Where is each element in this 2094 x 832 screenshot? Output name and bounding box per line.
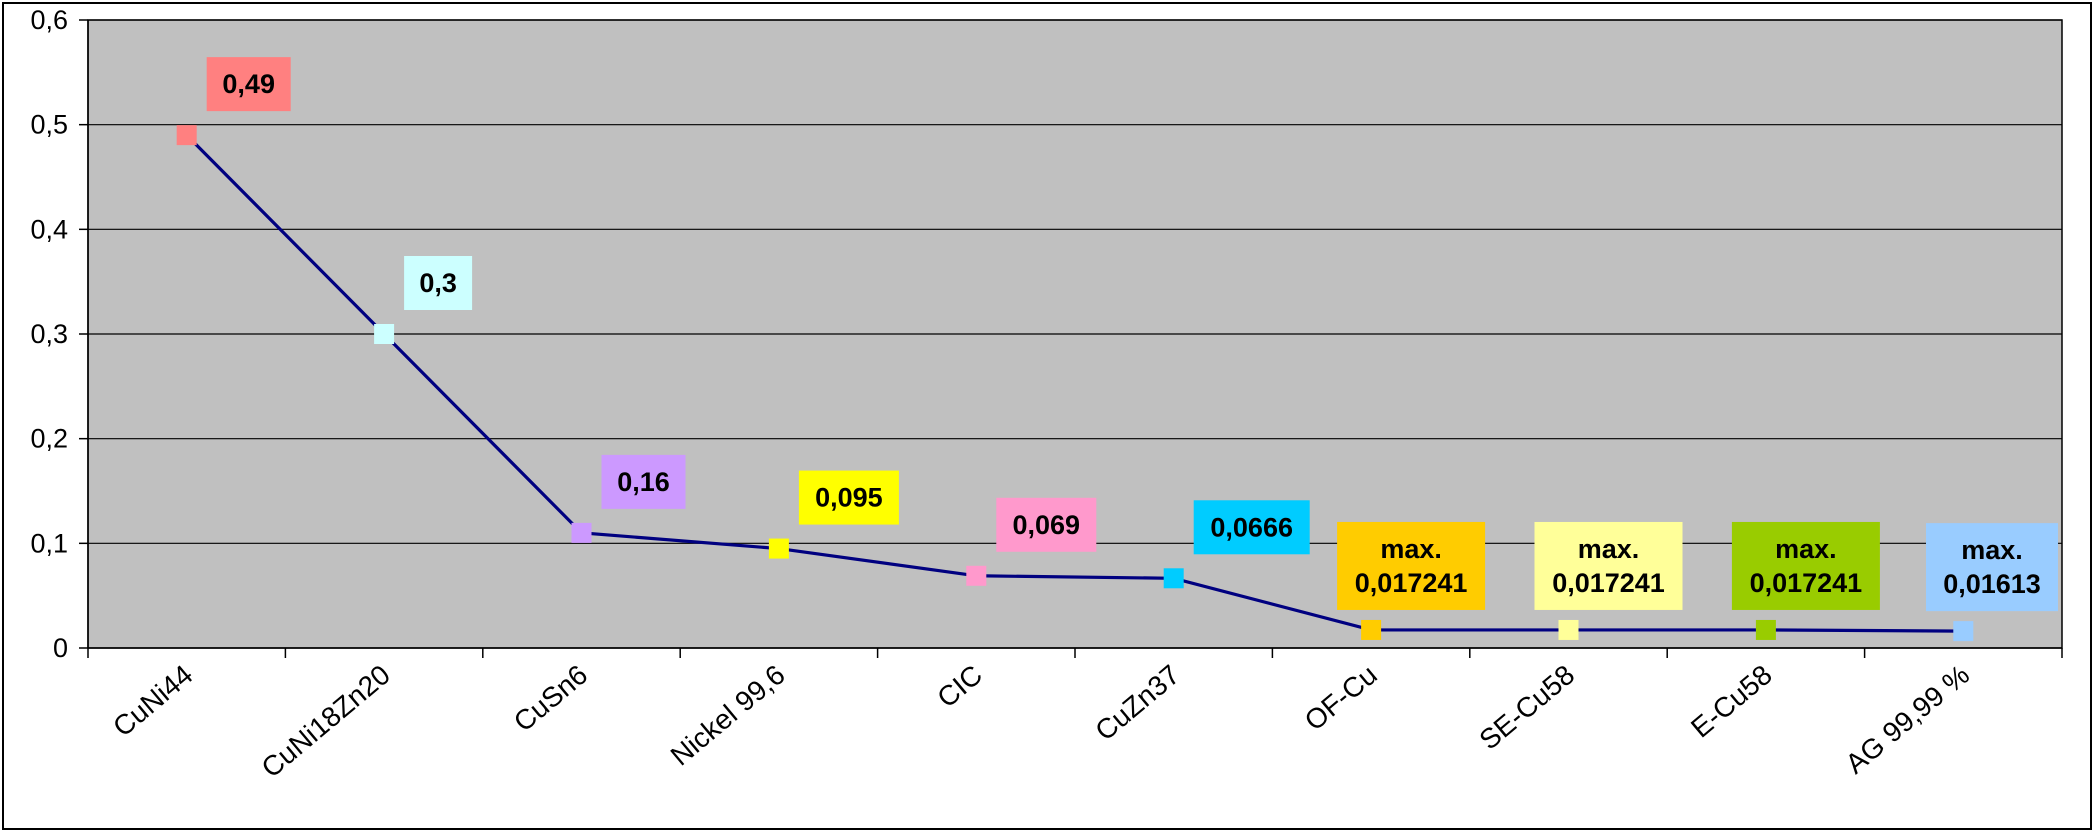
data-label-box (404, 256, 473, 310)
data-label-text: 0,017241 (1552, 568, 1665, 598)
data-label: 0,16 (601, 454, 686, 509)
data-label-text: max. (1578, 534, 1640, 564)
y-tick-label: 0,6 (30, 5, 68, 35)
data-label-box (1337, 521, 1486, 610)
y-tick-label: 0,2 (30, 424, 68, 454)
y-tick-label: 0,1 (30, 528, 68, 558)
data-label-box (1193, 500, 1310, 555)
data-point (571, 522, 592, 543)
data-label: 0,0666 (1193, 500, 1310, 555)
y-tick-label: 0 (53, 633, 68, 663)
data-point (1361, 619, 1382, 640)
data-label-text: max. (1380, 534, 1442, 564)
data-label: 0,49 (206, 57, 291, 112)
data-label: 0,3 (404, 256, 473, 310)
data-label-text: 0,0666 (1210, 512, 1293, 542)
y-tick-label: 0,5 (30, 110, 68, 140)
data-label-box (601, 454, 686, 509)
data-label-box (1731, 521, 1880, 610)
data-label-text: max. (1961, 535, 2023, 565)
y-tick-label: 0,3 (30, 319, 68, 349)
data-label-text: 0,017241 (1355, 568, 1468, 598)
data-label-box (1534, 521, 1683, 610)
data-label-text: 0,069 (1013, 510, 1081, 540)
data-label-box (798, 470, 899, 525)
data-label-text: 0,16 (617, 467, 670, 497)
data-point (768, 538, 789, 559)
data-label-text: 0,49 (222, 69, 275, 99)
data-label-text: 0,01613 (1943, 569, 2041, 599)
data-point (1953, 621, 1974, 642)
data-label-text: 0,095 (815, 483, 883, 513)
data-point (1755, 619, 1776, 640)
data-label-box (206, 57, 291, 112)
data-label: max. 0,017241 (1534, 521, 1683, 610)
data-label: max. 0,017241 (1337, 521, 1486, 610)
data-label-text: max. (1775, 534, 1837, 564)
data-label: 0,095 (798, 470, 899, 525)
data-point (374, 324, 395, 344)
data-label: max. 0,01613 (1926, 523, 2058, 612)
data-label-text: 0,017241 (1750, 568, 1863, 598)
data-point (176, 125, 197, 146)
data-point (1558, 619, 1579, 640)
data-label: max. 0,017241 (1731, 521, 1880, 610)
y-tick-label: 0,4 (30, 214, 68, 244)
data-label: 0,069 (996, 497, 1097, 552)
data-label-text: 0,3 (419, 268, 457, 298)
series-line (185, 134, 1964, 633)
data-label-box (996, 497, 1097, 552)
data-point (966, 565, 987, 586)
data-label-box (1926, 523, 2058, 612)
data-point (1163, 568, 1184, 589)
